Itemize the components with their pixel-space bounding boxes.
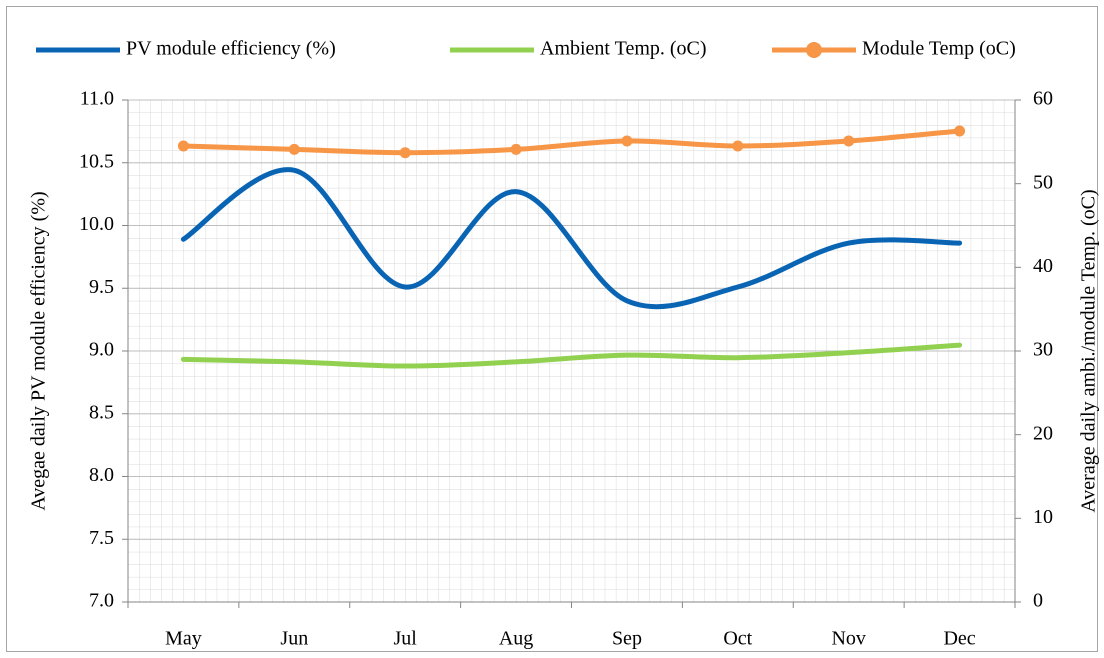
- y2-tick-label: 50: [1033, 171, 1053, 193]
- series-marker: [177, 140, 189, 152]
- legend-marker: [806, 42, 822, 58]
- x-tick-label: Aug: [499, 628, 533, 650]
- y-axis-label: Avegae daily PV module efficiency (%): [28, 191, 50, 510]
- y-tick-label: 9.0: [89, 339, 114, 361]
- x-tick-label: May: [165, 628, 202, 650]
- x-tick-label: Sep: [612, 628, 642, 650]
- y-tick-label: 9.5: [89, 276, 114, 298]
- legend-label: Ambient Temp. (oC): [540, 38, 707, 60]
- y2-axis-label: Average daily ambi./module Temp. (oC): [1078, 189, 1100, 512]
- series-marker: [288, 143, 300, 155]
- y2-tick-label: 30: [1033, 339, 1053, 361]
- x-tick-label: Jul: [394, 628, 418, 650]
- series-marker: [732, 140, 744, 152]
- series-marker: [510, 143, 522, 155]
- y-tick-label: 8.5: [89, 401, 114, 423]
- series-marker: [954, 125, 966, 137]
- y-tick-label: 11.0: [80, 88, 114, 110]
- x-tick-label: Nov: [831, 628, 865, 650]
- y2-tick-label: 20: [1033, 422, 1053, 444]
- legend-label: Module Temp (oC): [862, 38, 1016, 60]
- y-tick-label: 10.5: [79, 150, 114, 172]
- series-marker: [399, 147, 411, 159]
- y2-tick-label: 60: [1033, 88, 1053, 110]
- series-marker: [843, 135, 855, 147]
- series-marker: [621, 135, 633, 147]
- series-line: [180, 167, 963, 310]
- x-tick-label: Oct: [723, 628, 752, 650]
- y2-tick-label: 10: [1033, 506, 1053, 528]
- y-tick-label: 7.0: [89, 590, 114, 612]
- y2-tick-label: 40: [1033, 255, 1053, 277]
- y-tick-label: 8.0: [89, 464, 114, 486]
- y2-tick-label: 0: [1033, 590, 1043, 612]
- x-tick-label: Dec: [943, 628, 975, 650]
- series-line: [180, 342, 963, 369]
- x-tick-label: Jun: [280, 628, 308, 650]
- legend-label: PV module efficiency (%): [126, 38, 336, 60]
- series-line: [180, 128, 963, 156]
- y-tick-label: 10.0: [79, 213, 114, 235]
- y-tick-label: 7.5: [89, 527, 114, 549]
